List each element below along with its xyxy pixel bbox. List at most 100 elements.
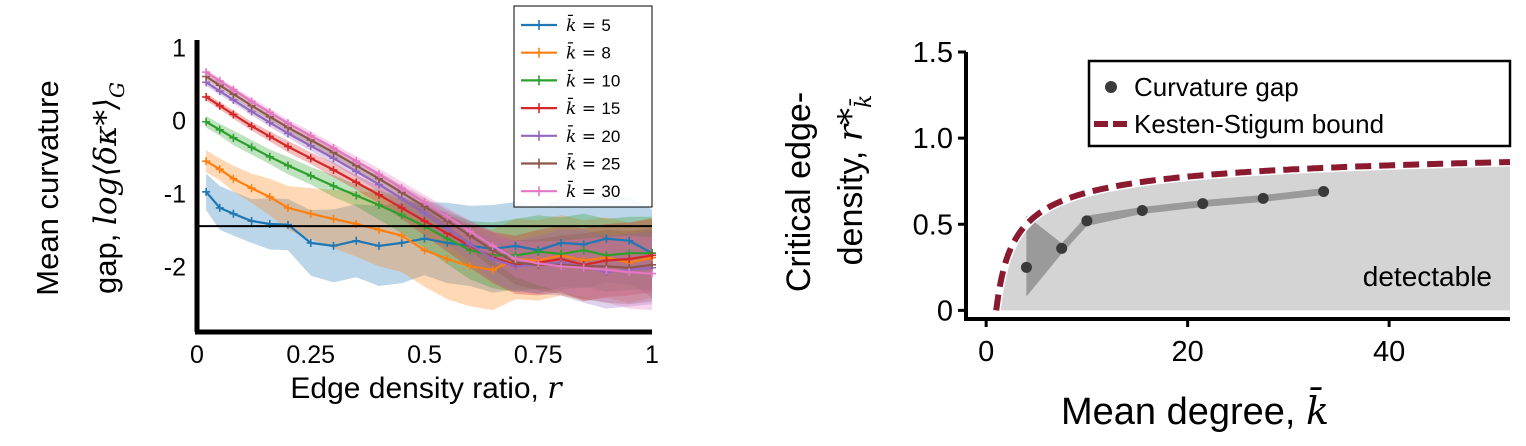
curvature-gap-band <box>1026 188 1324 297</box>
legend-marker <box>534 20 544 30</box>
series-k-5 <box>202 187 656 258</box>
line-k-25 <box>205 75 653 269</box>
point-k-10 <box>284 161 292 170</box>
curvature-gap-point <box>1056 242 1068 254</box>
point-k-30 <box>247 97 256 106</box>
legend-marker <box>534 186 544 197</box>
axes <box>194 40 652 335</box>
point-k-8 <box>284 203 292 212</box>
line-k-8 <box>205 160 653 272</box>
legend-label: k̄ = 5 <box>566 13 611 36</box>
point-k-30 <box>375 170 383 179</box>
line-k-10 <box>205 120 652 257</box>
point-k-30 <box>420 198 429 207</box>
point-k-5 <box>625 236 634 245</box>
point-k-8 <box>466 262 474 271</box>
point-k-30 <box>488 241 497 250</box>
y-tick-label: 1.0 <box>913 123 953 155</box>
point-k-30 <box>202 68 211 77</box>
point-k-5 <box>397 238 406 247</box>
legend-marker <box>534 158 544 169</box>
x-tick-label: 0 <box>978 336 994 368</box>
legend-label-kesten-stigum: Kesten-Stigum bound <box>1134 109 1384 139</box>
point-k-10 <box>247 143 256 152</box>
point-k-30 <box>229 85 238 94</box>
point-k-15 <box>648 251 656 260</box>
point-k-15 <box>247 122 256 131</box>
x-tick-label: 0.5 <box>407 341 442 369</box>
y-tick-label: 1.5 <box>913 37 953 69</box>
legend: Curvature gap Kesten-Stigum bound <box>1087 59 1512 148</box>
line-k-5 <box>205 191 653 255</box>
point-k-8 <box>488 265 497 274</box>
point-k-5 <box>329 241 338 250</box>
point-k-15 <box>265 132 274 141</box>
curvature-gap-point <box>1081 215 1093 227</box>
detectable-annotation: detectable <box>1363 261 1492 292</box>
band-k-25 <box>206 73 652 305</box>
curvature-gap-chart: 0 0.25 0.5 0.75 110-1-2 k̄ = 5k̄ = 8k̄ = 10k… <box>30 5 659 406</box>
point-k-15 <box>306 154 315 163</box>
point-k-8 <box>215 165 224 174</box>
point-k-5 <box>229 209 238 218</box>
point-k-8 <box>229 174 238 183</box>
point-k-5 <box>284 220 292 229</box>
point-k-20 <box>466 240 474 249</box>
point-k-15 <box>420 217 429 226</box>
point-k-15 <box>215 101 224 110</box>
point-k-5 <box>306 238 315 247</box>
legend-frame <box>513 5 653 208</box>
series-k-30 <box>202 68 656 278</box>
x-tick-label: 0.25 <box>286 341 335 369</box>
y-tick-label: 0.5 <box>913 209 953 241</box>
point-k-5 <box>602 234 611 243</box>
point-k-30 <box>284 119 292 128</box>
point-k-15 <box>625 255 634 263</box>
point-k-30 <box>306 131 315 140</box>
point-k-30 <box>625 268 634 277</box>
point-k-15 <box>375 190 383 199</box>
curvature-gap-point <box>1197 198 1209 210</box>
legend: k̄ = 5 k̄ = 8 k̄ = 10 k̄ = 15 k̄ = 20 k̄ = 25… <box>513 5 653 208</box>
legend-marker <box>534 130 544 141</box>
y-tick-label: -1 <box>164 180 186 208</box>
detectable-region <box>996 162 1510 311</box>
x-tick-label: 0.75 <box>514 341 563 369</box>
point-k-30 <box>215 76 224 85</box>
point-k-5 <box>215 203 224 212</box>
x-axis-label: Edge density ratio, r <box>290 371 563 406</box>
point-k-30 <box>397 184 406 193</box>
legend-label: k̄ = 20 <box>566 124 620 147</box>
point-k-5 <box>375 241 383 250</box>
y-tick-label: 1 <box>172 34 186 62</box>
point-k-30 <box>534 259 543 268</box>
legend-marker-curvature-gap <box>1105 81 1117 93</box>
legend-entry-k-10: k̄ = 10 <box>521 69 620 92</box>
x-tick-label: 0 <box>190 341 204 369</box>
point-k-30 <box>352 157 361 166</box>
point-k-8 <box>306 209 315 218</box>
axes <box>964 52 1510 321</box>
point-k-5 <box>202 187 211 196</box>
point-k-8 <box>202 157 211 166</box>
curvature-gap-point <box>1318 186 1330 198</box>
point-k-15 <box>397 203 406 212</box>
point-k-15 <box>284 142 292 151</box>
legend-marker <box>534 75 544 86</box>
legend-label: k̄ = 10 <box>566 69 620 92</box>
x-tick-label: 1 <box>645 341 659 369</box>
legend-frame <box>1087 59 1512 148</box>
legend-entry-k-25: k̄ = 25 <box>521 152 620 175</box>
point-k-30 <box>265 108 274 117</box>
point-k-5 <box>557 238 565 247</box>
line-k-15 <box>205 95 653 266</box>
point-k-8 <box>443 255 452 263</box>
y-axis-label-line2: density, r*k̄ <box>831 95 877 266</box>
y-tick-label: 0 <box>937 295 953 327</box>
y-tick-label: 0 <box>172 107 186 135</box>
point-k-30 <box>602 265 611 274</box>
band-k-10 <box>206 115 652 292</box>
y-tick-label: -2 <box>164 253 186 281</box>
point-k-30 <box>648 269 656 278</box>
point-k-30 <box>466 227 474 236</box>
